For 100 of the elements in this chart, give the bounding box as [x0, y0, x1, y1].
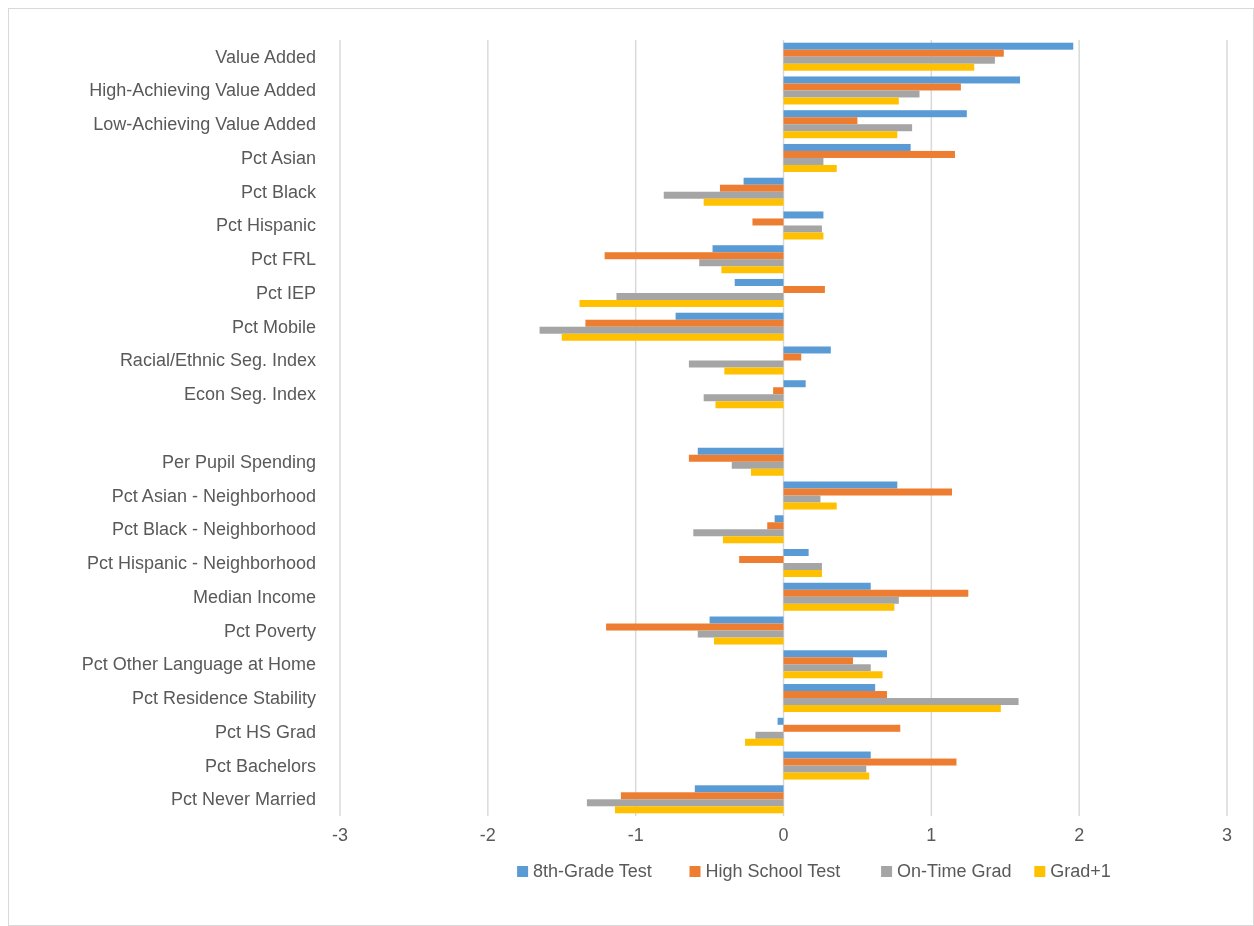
- bar: [783, 164, 837, 172]
- bar: [783, 353, 802, 361]
- bar: [777, 717, 784, 725]
- bar: [767, 522, 784, 530]
- x-tick-label: 1: [926, 825, 937, 845]
- bar: [697, 630, 784, 638]
- bar: [586, 799, 784, 807]
- bar: [721, 266, 784, 274]
- y-tick-label: Per Pupil Spending: [161, 451, 316, 472]
- legend-label: Grad+1: [1050, 861, 1111, 881]
- bar: [731, 461, 784, 469]
- bar: [783, 698, 1019, 706]
- bar: [783, 724, 901, 732]
- bar: [783, 131, 898, 139]
- y-tick-label: Pct FRL: [250, 249, 316, 270]
- y-tick-label: Pct Asian: [240, 147, 316, 168]
- bar: [774, 515, 784, 523]
- y-tick-label: Pct Hispanic - Neighborhood: [86, 553, 316, 574]
- bar: [783, 657, 853, 665]
- bar: [739, 556, 784, 564]
- bar: [783, 691, 887, 699]
- y-tick-label: Pct Mobile: [231, 316, 316, 337]
- bar: [783, 143, 911, 151]
- bar: [783, 211, 824, 219]
- x-tick-label: 0: [778, 825, 789, 845]
- bar: [734, 278, 784, 286]
- bar: [783, 157, 824, 165]
- bar: [783, 751, 871, 759]
- bar: [719, 184, 784, 192]
- bar: [783, 117, 858, 125]
- x-tick-label: -1: [627, 825, 644, 845]
- y-tick-label: Pct HS Grad: [214, 721, 316, 742]
- y-tick-label: Pct Bachelors: [204, 755, 316, 776]
- bar: [755, 731, 784, 739]
- y-tick-label: Pct Never Married: [170, 789, 316, 810]
- bar: [783, 664, 871, 672]
- bar: [750, 468, 784, 476]
- bar: [606, 623, 784, 631]
- y-tick-label: Pct Hispanic: [215, 215, 316, 236]
- bar: [783, 502, 837, 510]
- bar: [699, 259, 784, 267]
- bar: [783, 488, 953, 496]
- bar: [724, 367, 784, 375]
- y-tick-label: Pct Black - Neighborhood: [111, 519, 316, 540]
- bar: [675, 312, 784, 320]
- bar: [693, 529, 784, 537]
- bar: [712, 245, 784, 253]
- bar: [783, 596, 899, 604]
- y-tick-label: Pct IEP: [255, 282, 316, 303]
- bar: [783, 563, 822, 571]
- bar: [783, 582, 871, 590]
- bar: [783, 83, 961, 91]
- x-tick-label: 3: [1221, 825, 1233, 845]
- bar: [783, 671, 883, 679]
- y-tick-label: Low-Achieving Value Added: [93, 114, 316, 135]
- bar: [709, 616, 784, 624]
- bar: [783, 285, 825, 293]
- x-tick-label: -3: [331, 825, 349, 845]
- bar: [783, 49, 1004, 57]
- y-tick-label: Pct Other Language at Home: [81, 654, 316, 675]
- bar: [783, 150, 955, 158]
- bar: [783, 549, 809, 557]
- bar: [752, 218, 784, 226]
- bar: [783, 124, 913, 132]
- bar: [783, 705, 1001, 713]
- bar: [745, 738, 784, 746]
- y-tick-label: Pct Poverty: [223, 620, 316, 641]
- y-tick-label: Pct Asian - Neighborhood: [111, 485, 316, 506]
- bar: [561, 333, 784, 341]
- bar: [539, 326, 784, 334]
- bar: [783, 42, 1074, 50]
- bar: [783, 90, 920, 98]
- legend-label: High School Test: [705, 861, 841, 881]
- bar: [688, 360, 784, 368]
- y-tick-label: High-Achieving Value Added: [89, 80, 316, 101]
- y-tick-label: Pct Black: [240, 181, 317, 202]
- bar: [783, 758, 957, 766]
- legend-label: 8th-Grade Test: [533, 861, 652, 881]
- bar: [663, 191, 784, 199]
- bar: [722, 536, 784, 544]
- bar: [703, 394, 784, 402]
- bar: [783, 110, 967, 118]
- y-tick-label: Median Income: [192, 586, 316, 607]
- bar: [773, 387, 784, 395]
- bar: [614, 806, 784, 814]
- x-tick-label: 2: [1074, 825, 1085, 845]
- bar: [783, 76, 1021, 84]
- bar: [694, 785, 784, 793]
- bar: [783, 56, 995, 64]
- x-tick-label: -2: [479, 825, 496, 845]
- bar: [715, 401, 784, 409]
- bar: [783, 495, 821, 503]
- bar: [783, 772, 870, 780]
- bar: [783, 481, 898, 489]
- bar: [714, 637, 784, 645]
- bar: [783, 684, 876, 692]
- legend-label: On-Time Grad: [897, 861, 1012, 881]
- bar: [783, 225, 822, 233]
- y-tick-label: Racial/Ethnic Seg. Index: [119, 350, 316, 371]
- bar: [703, 198, 784, 206]
